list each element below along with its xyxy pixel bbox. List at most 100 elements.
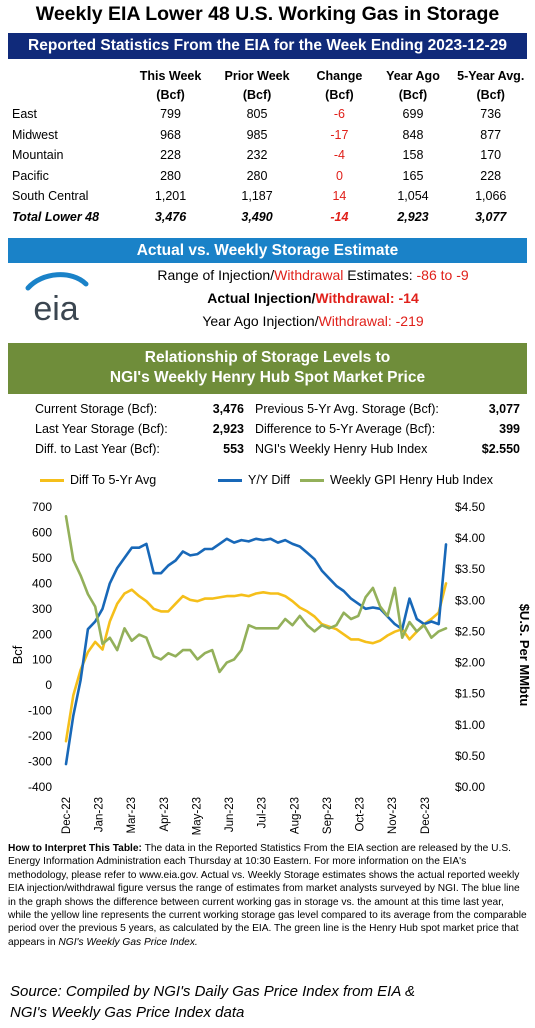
source-line2: NGI's Weekly Gas Price Index data bbox=[10, 1004, 245, 1021]
x-tick-label: Mar-23 bbox=[126, 797, 138, 833]
y-tick-left: 400 bbox=[32, 576, 52, 590]
series-line-2 bbox=[64, 514, 448, 674]
logo-text: eia bbox=[33, 290, 78, 328]
x-tick-label: Jan-23 bbox=[94, 797, 106, 832]
y-tick-right: $1.50 bbox=[455, 687, 485, 701]
five-yr-value: 1,066 bbox=[475, 189, 507, 204]
x-tick-label: Apr-23 bbox=[159, 797, 171, 832]
this-week-value: 280 bbox=[160, 168, 181, 183]
chart-legend: Diff To 5-Yr Avg Y/Y Diff Weekly GPI Hen… bbox=[0, 473, 535, 489]
prior-week-value: 280 bbox=[246, 168, 268, 183]
y-tick-left: 700 bbox=[32, 500, 52, 514]
y-tick-right: $3.00 bbox=[455, 593, 485, 607]
source-note: Source: Compiled by NGI's Daily Gas Pric… bbox=[10, 981, 525, 1023]
year-ago-value: 699 bbox=[402, 107, 424, 122]
y-tick-left: 0 bbox=[45, 678, 52, 692]
series-line-0 bbox=[64, 582, 448, 743]
five-yr-value: 170 bbox=[480, 148, 502, 163]
legend-swatch-blue bbox=[218, 478, 242, 482]
x-tick-label: Oct-23 bbox=[355, 797, 367, 832]
table-row: Midwest 968 985 -17 848 877 bbox=[12, 125, 527, 146]
note-heading: How to Interpret This Table: bbox=[8, 843, 142, 854]
prior-week-value: 985 bbox=[246, 127, 268, 142]
table-row: South Central 1,201 1,187 14 1,054 1,066 bbox=[12, 186, 527, 207]
five-yr-value: 228 bbox=[480, 168, 502, 183]
table-row: Pacific 280 280 0 165 228 bbox=[12, 166, 527, 187]
y-tick-left: -300 bbox=[28, 755, 52, 769]
diff-five-yr-value: 399 bbox=[499, 422, 520, 436]
col-unit: (Bcf) bbox=[242, 87, 272, 102]
note-body: The data in the Reported Statistics From… bbox=[8, 843, 527, 948]
y-tick-right: $4.00 bbox=[455, 531, 485, 545]
x-tick-label: May-23 bbox=[191, 797, 203, 835]
year-ago-value: 165 bbox=[402, 168, 424, 183]
y-axis-title-right: $U.S. Per MMbtu bbox=[517, 604, 532, 707]
region-name: Midwest bbox=[12, 127, 58, 142]
relationship-header-bar: Relationship of Storage Levels to NGI's … bbox=[8, 343, 527, 394]
estimate-range-line: Range of Injection/Withdrawal Estimates:… bbox=[157, 267, 469, 283]
x-tick-label: Nov-23 bbox=[387, 797, 399, 834]
col-header: This Week bbox=[139, 68, 202, 83]
y-tick-left: 200 bbox=[32, 627, 52, 641]
five-yr-value: 877 bbox=[480, 127, 502, 142]
current-storage-label: Current Storage (Bcf): bbox=[35, 402, 158, 416]
y-tick-left: 600 bbox=[32, 525, 52, 539]
change-value: -4 bbox=[333, 148, 345, 163]
diff-last-year-value: 553 bbox=[223, 442, 244, 456]
col-header: Prior Week bbox=[224, 68, 290, 83]
year-ago-value: 2,923 bbox=[397, 209, 429, 224]
col-unit: (Bcf) bbox=[325, 87, 354, 102]
x-tick-label: Jul-23 bbox=[257, 797, 269, 828]
region-name: Total Lower 48 bbox=[12, 209, 100, 224]
estimate-actual-line: Actual Injection/Withdrawal: -14 bbox=[207, 290, 419, 306]
series-line-1 bbox=[64, 537, 448, 766]
y-tick-left: -200 bbox=[28, 729, 52, 743]
estimate-year-ago-line: Year Ago Injection/Withdrawal: -219 bbox=[202, 313, 424, 329]
col-unit: (Bcf) bbox=[476, 87, 505, 102]
relationship-title-line1: Relationship of Storage Levels to bbox=[144, 349, 391, 366]
henry-hub-value: $2.550 bbox=[481, 442, 520, 456]
prior-week-value: 1,187 bbox=[241, 189, 273, 204]
prior-week-value: 232 bbox=[246, 148, 268, 163]
this-week-value: 228 bbox=[160, 148, 181, 163]
col-unit: (Bcf) bbox=[156, 87, 185, 102]
y-tick-left: 500 bbox=[32, 551, 52, 565]
table-total-row: Total Lower 48 3,476 3,490 -14 2,923 3,0… bbox=[12, 207, 527, 228]
five-yr-storage-label: Previous 5-Yr Avg. Storage (Bcf): bbox=[255, 402, 439, 416]
y-tick-right: $2.00 bbox=[455, 656, 485, 670]
eia-logo: eia bbox=[25, 272, 89, 328]
col-unit: (Bcf) bbox=[398, 87, 428, 102]
legend-swatch-yellow bbox=[40, 478, 64, 482]
table-row: Mountain 228 232 -4 158 170 bbox=[12, 145, 527, 166]
henry-hub-label: NGI's Weekly Henry Hub Index bbox=[255, 442, 428, 456]
change-value: 14 bbox=[332, 189, 347, 204]
legend-label: Diff To 5-Yr Avg bbox=[70, 473, 157, 487]
legend-item-gpi: Weekly GPI Henry Hub Index bbox=[300, 473, 493, 487]
col-header: Change bbox=[316, 68, 363, 83]
relationship-title-line2: NGI's Weekly Henry Hub Spot Market Price bbox=[109, 369, 426, 386]
region-name: Pacific bbox=[12, 168, 49, 183]
last-year-storage-label: Last Year Storage (Bcf): bbox=[35, 422, 168, 436]
y-tick-left: 100 bbox=[32, 653, 52, 667]
legend-label: Weekly GPI Henry Hub Index bbox=[330, 473, 494, 487]
change-value: -6 bbox=[333, 107, 345, 122]
y-tick-left: -400 bbox=[28, 780, 52, 794]
y-tick-right: $1.00 bbox=[455, 718, 485, 732]
y-tick-right: $0.00 bbox=[455, 780, 485, 794]
this-week-value: 1,201 bbox=[154, 189, 187, 204]
table-unit-row: (Bcf) (Bcf) (Bcf) (Bcf) (Bcf) bbox=[12, 85, 527, 104]
prior-week-value: 3,490 bbox=[241, 209, 273, 224]
current-storage-value: 3,476 bbox=[212, 402, 244, 416]
y-tick-left: 300 bbox=[32, 602, 52, 616]
x-tick-label: Jun-23 bbox=[224, 797, 236, 832]
interpretation-note: How to Interpret This Table: The data in… bbox=[8, 842, 527, 949]
x-tick-label: Dec-22 bbox=[61, 797, 73, 834]
col-header: 5-Year Avg. bbox=[457, 68, 525, 83]
five-yr-value: 736 bbox=[480, 107, 502, 122]
prior-week-value: 805 bbox=[246, 107, 268, 122]
stats-header-bar: Reported Statistics From the EIA for the… bbox=[8, 33, 527, 59]
this-week-value: 799 bbox=[160, 107, 181, 122]
y-tick-right: $3.50 bbox=[455, 562, 485, 576]
legend-item-yy: Y/Y Diff bbox=[218, 473, 290, 487]
diff-last-year-label: Diff. to Last Year (Bcf): bbox=[35, 442, 160, 456]
